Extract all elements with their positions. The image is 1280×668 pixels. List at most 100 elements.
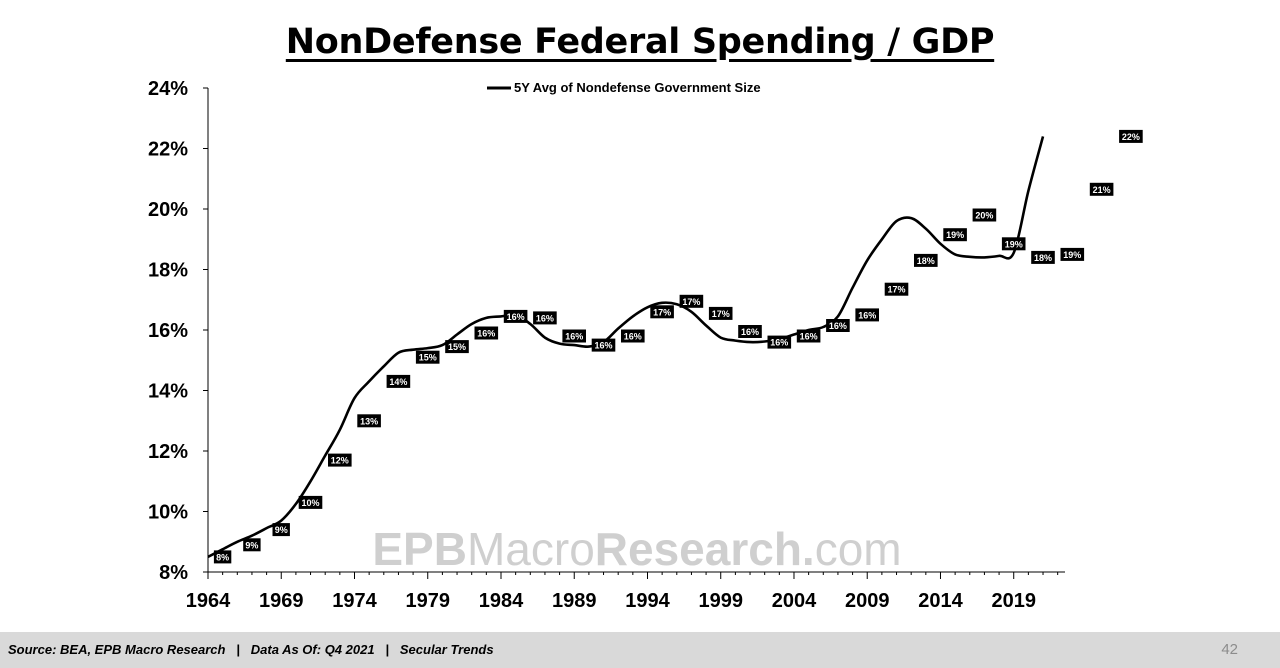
data-label-box xyxy=(328,453,352,467)
data-label-box xyxy=(415,350,440,364)
data-label-text: 19% xyxy=(946,230,964,240)
data-label-text: 17% xyxy=(712,309,730,319)
data-label-text: 9% xyxy=(275,525,288,535)
data-label-box xyxy=(1119,129,1143,143)
data-label: 16% xyxy=(503,309,528,323)
x-tick-label: 1979 xyxy=(405,590,450,612)
data-label-text: 19% xyxy=(1063,250,1081,260)
data-label-box xyxy=(533,311,557,325)
data-label-box xyxy=(767,335,792,349)
data-label-text: 16% xyxy=(477,329,495,339)
data-label: 17% xyxy=(650,305,674,319)
x-tick-label: 1984 xyxy=(479,590,524,612)
data-label-text: 17% xyxy=(653,307,671,317)
data-label: 16% xyxy=(855,308,879,322)
data-label: 18% xyxy=(914,253,938,267)
footer-source-text: Source: BEA, EPB Macro Research | Data A… xyxy=(8,642,494,657)
data-label-text: 10% xyxy=(301,498,319,508)
data-label-box xyxy=(591,338,616,352)
data-label-box xyxy=(243,538,261,552)
x-tick-label: 1989 xyxy=(552,590,597,612)
data-label-box xyxy=(972,208,997,222)
chart-title: NonDefense Federal Spending / GDP xyxy=(285,22,995,62)
y-tick-label: 22% xyxy=(148,139,188,161)
data-label: 19% xyxy=(1001,237,1026,251)
legend-label: 5Y Avg of Nondefense Government Size xyxy=(514,80,761,95)
x-tick-label: 1969 xyxy=(259,590,304,612)
x-tick-label: 2009 xyxy=(845,590,890,612)
data-label-text: 16% xyxy=(565,332,583,342)
data-label-box xyxy=(796,329,821,343)
data-label-text: 21% xyxy=(1093,185,1111,195)
data-label: 16% xyxy=(591,338,616,352)
page-number: 42 xyxy=(1221,641,1238,658)
data-label-text: 12% xyxy=(331,456,349,466)
data-label-text: 16% xyxy=(507,312,525,322)
data-label-box xyxy=(1031,250,1055,264)
data-label-text: 16% xyxy=(800,332,818,342)
data-label-text: 16% xyxy=(594,341,612,351)
data-label-text: 16% xyxy=(770,338,788,348)
data-label-text: 18% xyxy=(1034,253,1052,263)
y-tick-label: 16% xyxy=(148,320,188,342)
data-label: 16% xyxy=(826,319,850,332)
y-tick-label: 24% xyxy=(148,78,188,100)
data-label-box xyxy=(298,495,323,509)
data-label: 16% xyxy=(562,329,586,343)
x-tick-label: 2019 xyxy=(991,590,1036,612)
data-label-box xyxy=(357,414,381,428)
data-label-box xyxy=(386,374,411,388)
data-label: 12% xyxy=(328,453,352,467)
data-label: 16% xyxy=(767,335,792,349)
data-label: 13% xyxy=(357,414,381,428)
data-label: 16% xyxy=(621,329,645,343)
data-label: 19% xyxy=(1060,247,1085,261)
data-label-box xyxy=(738,325,762,338)
x-tick-label: 1974 xyxy=(332,590,377,612)
y-tick-label: 10% xyxy=(148,502,188,524)
data-label-text: 16% xyxy=(624,332,642,342)
data-label-box xyxy=(1089,182,1114,196)
x-tick-label: 1999 xyxy=(698,590,743,612)
data-label-text: 17% xyxy=(682,297,700,307)
data-label-box xyxy=(914,253,938,267)
data-label-box xyxy=(884,282,909,296)
data-label-text: 18% xyxy=(917,256,935,266)
data-label-box xyxy=(1001,237,1026,251)
data-label-text: 19% xyxy=(1005,239,1023,249)
data-label: 16% xyxy=(474,326,499,340)
x-tick-label: 2004 xyxy=(772,590,817,612)
y-tick-label: 18% xyxy=(148,260,188,282)
data-label-box xyxy=(562,329,586,343)
data-label: 16% xyxy=(533,311,557,325)
data-label: 17% xyxy=(884,282,909,296)
y-tick-label: 20% xyxy=(148,199,188,221)
data-label-text: 15% xyxy=(419,353,437,363)
footer-bar: Source: BEA, EPB Macro Research | Data A… xyxy=(0,632,1280,668)
data-label-box xyxy=(943,228,967,242)
data-label: 16% xyxy=(796,329,821,343)
data-label: 8% xyxy=(213,550,232,564)
data-label-box xyxy=(272,523,290,537)
data-label-text: 16% xyxy=(858,310,876,320)
data-label-text: 17% xyxy=(887,285,905,295)
data-label: 20% xyxy=(972,208,997,222)
data-label-text: 16% xyxy=(741,327,759,337)
data-label: 16% xyxy=(738,325,762,338)
y-tick-label: 14% xyxy=(148,381,188,403)
data-label-box xyxy=(474,326,499,340)
watermark-part-2: Macro xyxy=(467,523,595,575)
data-label-box xyxy=(1060,247,1085,261)
data-label-text: 9% xyxy=(245,540,258,550)
data-label: 9% xyxy=(243,538,261,552)
data-label-box xyxy=(503,309,528,323)
data-label-box xyxy=(679,294,704,308)
data-label-box xyxy=(445,340,469,354)
data-label: 18% xyxy=(1031,250,1055,264)
data-label: 21% xyxy=(1089,182,1114,196)
watermark-part-4: com xyxy=(815,523,902,575)
data-label-text: 20% xyxy=(975,211,993,221)
data-label-box xyxy=(213,550,232,564)
x-tick-label: 2014 xyxy=(918,590,963,612)
data-label-text: 16% xyxy=(829,321,847,331)
